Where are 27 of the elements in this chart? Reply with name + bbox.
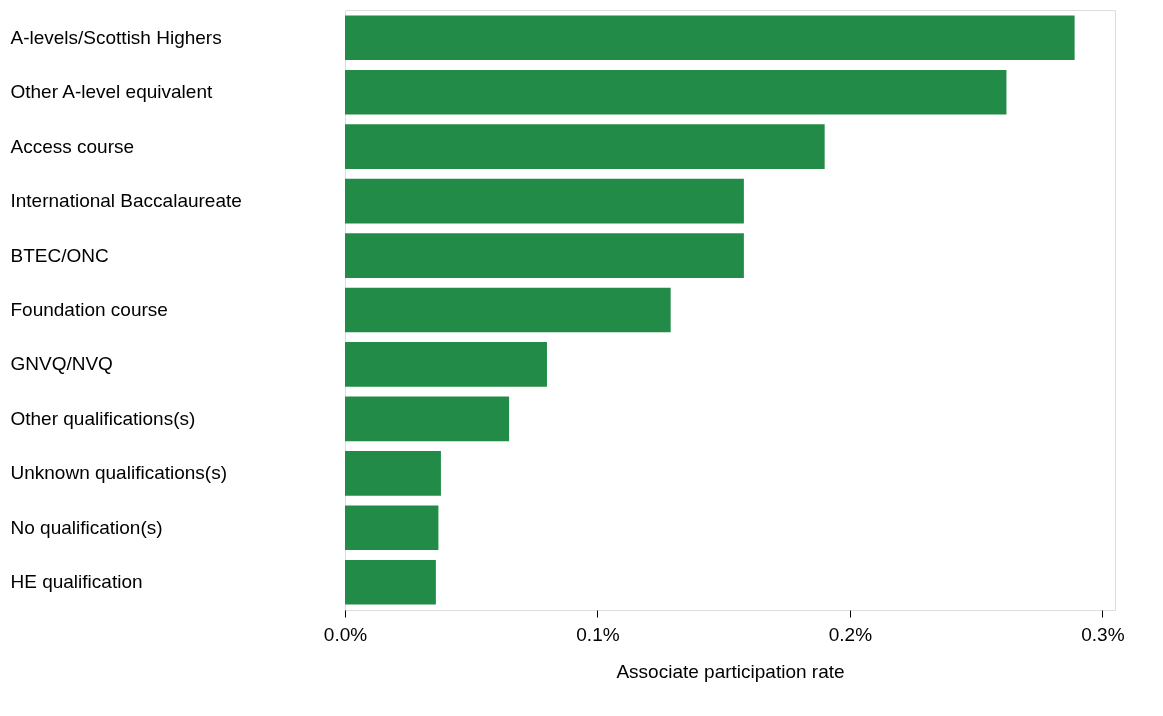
- bar: [345, 124, 825, 169]
- bar: [345, 15, 1075, 61]
- x-tick-label: 0.0%: [323, 623, 368, 645]
- y-tick-label: GNVQ/NVQ: [10, 353, 113, 375]
- bar: [345, 559, 436, 605]
- y-tick-label: BTEC/ONC: [10, 244, 109, 266]
- x-tick-label: 0.1%: [576, 623, 620, 645]
- x-tick-label: 0.3%: [1081, 623, 1125, 645]
- x-axis-title: Associate participation rate: [616, 660, 845, 682]
- x-tick-label: 0.2%: [828, 623, 873, 645]
- y-tick-label: Access course: [10, 135, 135, 157]
- y-tick-label: Unknown qualifications(s): [10, 462, 227, 484]
- y-tick-label: Foundation course: [10, 299, 168, 320]
- y-tick-label: A-levels/Scottish Highers: [10, 26, 222, 48]
- y-tick-label: HE qualification: [10, 571, 143, 593]
- bar: [345, 396, 510, 442]
- bar: [345, 178, 744, 224]
- bar: [345, 451, 441, 496]
- bar: [345, 69, 1007, 115]
- y-tick-label: Other A-level equivalent: [10, 81, 213, 103]
- bar: [345, 505, 439, 551]
- y-tick-label: No qualification(s): [10, 516, 163, 538]
- bar: [345, 287, 671, 333]
- y-tick-label: International Baccalaureate: [10, 190, 242, 212]
- bar: [345, 233, 744, 278]
- bar: [345, 342, 547, 387]
- y-tick-label: Other qualifications(s): [10, 407, 196, 429]
